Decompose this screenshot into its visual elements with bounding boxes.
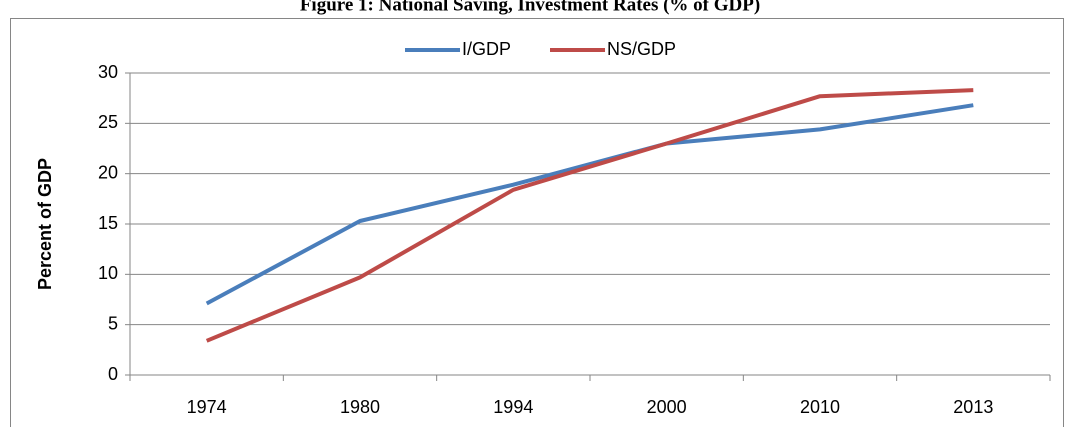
legend-label: NS/GDP	[607, 39, 676, 59]
y-tick-label: 0	[108, 364, 118, 384]
y-tick-label: 15	[98, 213, 118, 233]
y-tick-label: 20	[98, 162, 118, 182]
chart-frame	[10, 18, 1064, 427]
x-tick-label: 2010	[800, 397, 840, 417]
x-tick-label: 1980	[340, 397, 380, 417]
x-tick-label: 1994	[493, 397, 533, 417]
x-tick-label: 1974	[187, 397, 227, 417]
y-tick-label: 25	[98, 112, 118, 132]
legend-label: I/GDP	[462, 39, 511, 59]
y-tick-label: 10	[98, 263, 118, 283]
y-tick-label: 30	[98, 62, 118, 82]
x-tick-label: 2013	[953, 397, 993, 417]
y-tick-label: 5	[108, 313, 118, 333]
x-tick-label: 2000	[647, 397, 687, 417]
y-axis-label: Percent of GDP	[35, 158, 55, 290]
chart-title: Figure 1: National Saving, Investment Ra…	[300, 0, 760, 15]
series-line	[205, 88, 974, 343]
series-line	[205, 103, 974, 306]
